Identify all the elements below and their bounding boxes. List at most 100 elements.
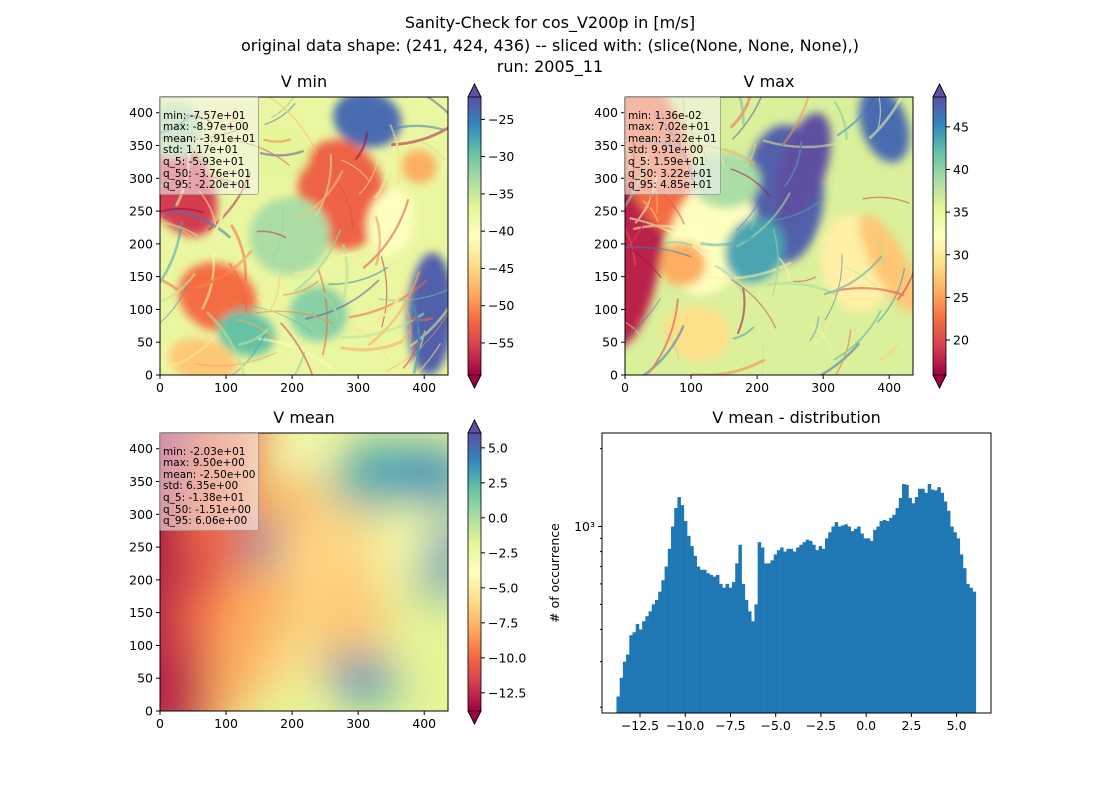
- heatmap-streak: [280, 322, 314, 375]
- heatmap-streak: [389, 124, 401, 186]
- histogram-bar: [706, 573, 710, 713]
- colorbar-tick-label: −10.0: [488, 650, 526, 665]
- histogram-bar: [972, 591, 977, 713]
- y-tick-label: 150: [594, 269, 618, 284]
- colorbar-extend-bottom: [467, 710, 482, 725]
- histogram-bar: [735, 563, 739, 713]
- heatmap-streak: [736, 287, 746, 335]
- heatmap-streak: [783, 140, 802, 188]
- x-tick-label: −12.5: [621, 718, 659, 733]
- histogram-bar: [629, 635, 633, 713]
- colorbar-tick-label: −2.5: [488, 545, 518, 560]
- vmax-stats-box: min: 1.36e-02 max: 7.02e+01 mean: 3.22e+…: [624, 96, 721, 195]
- colorbar: −55 −50 −45 −40 −35 −30 −25: [467, 83, 514, 389]
- histogram-bar: [914, 497, 919, 713]
- stat-q95: q_95: 4.85e+01: [628, 179, 713, 192]
- heatmap-streak: [403, 301, 412, 345]
- heatmap-streak: [625, 246, 692, 258]
- heatmap-streak: [419, 140, 445, 160]
- x-tick-label: 200: [280, 380, 304, 395]
- y-tick-label: 50: [137, 671, 153, 686]
- heatmap-streak: [263, 138, 292, 143]
- stat-mean: mean: 3.22e+01: [628, 132, 717, 145]
- histogram-bar: [873, 529, 877, 713]
- x-tick-label: 400: [412, 380, 436, 395]
- histogram-bar: [905, 484, 909, 713]
- colorbar-extend-top: [467, 83, 482, 98]
- heatmap-streak: [231, 334, 265, 375]
- heatmap-streak: [663, 241, 693, 247]
- heatmap-streak: [160, 218, 197, 242]
- heatmap-streak: [823, 255, 883, 296]
- stat-q5: q_5: -1.38e+01: [163, 491, 245, 504]
- histogram-bar: [642, 621, 646, 713]
- stat-min: min: -7.57e+01: [163, 109, 246, 122]
- histogram-bar: [757, 542, 762, 713]
- colorbar-tick-label: 45: [953, 119, 969, 134]
- histogram-bar: [796, 547, 800, 713]
- x-tick-label: −7.5: [715, 718, 745, 733]
- heatmap-streak: [730, 279, 777, 329]
- stat-q95: q_95: 6.06e+00: [163, 515, 248, 528]
- histogram-bar: [677, 497, 681, 713]
- y-tick-label: 400: [594, 105, 618, 120]
- histogram-bar: [748, 611, 752, 713]
- heatmap-streak: [897, 270, 913, 301]
- colorbar-tick-label: −12.5: [488, 685, 526, 700]
- colorbar-outline: [467, 419, 482, 725]
- colorbar-tick-label: 0.0: [488, 510, 508, 525]
- histogram-bar: [946, 510, 951, 713]
- histogram-bar: [712, 576, 717, 713]
- histogram-bar: [632, 632, 637, 713]
- histogram-bar: [786, 548, 791, 713]
- histogram-bar: [950, 526, 954, 713]
- stat-q95: q_95: -2.20e+01: [163, 179, 251, 192]
- heatmap-streak: [236, 318, 277, 341]
- histogram-bar: [651, 604, 656, 713]
- histogram-bar: [892, 514, 896, 713]
- heatmap-streak: [771, 228, 779, 296]
- heatmap-streak: [211, 201, 226, 236]
- heatmap-streak: [781, 97, 810, 146]
- histogram-bar: [879, 521, 884, 713]
- y-tick-label: 10³: [574, 519, 595, 534]
- x-tick-label: 100: [679, 380, 703, 395]
- histogram-bar: [722, 587, 726, 713]
- y-tick-label: 250: [129, 540, 153, 555]
- histogram-ylabel: # of occurrence: [547, 523, 562, 623]
- colorbar: 20 25 30 35 40 45: [932, 83, 969, 389]
- heatmap-streak: [736, 192, 791, 248]
- histogram-bar: [828, 532, 832, 713]
- histogram-bar: [860, 533, 864, 713]
- y-tick-label: 350: [594, 138, 618, 153]
- histogram-bar: [943, 501, 948, 713]
- heatmap-streak: [691, 358, 765, 375]
- colorbar-outline: [932, 83, 947, 389]
- heatmap-streak: [315, 153, 333, 217]
- heatmap-streak: [230, 224, 248, 282]
- histogram-bar: [683, 521, 688, 713]
- histogram-bar: [619, 677, 624, 713]
- histogram-bar: [895, 507, 900, 713]
- x-tick-label: 100: [214, 716, 238, 731]
- histogram-bar: [885, 521, 890, 713]
- axes-frame: [159, 432, 449, 712]
- stat-q5: q_5: 1.59e+01: [628, 155, 706, 168]
- heatmap-streak: [294, 229, 341, 292]
- heatmap-streak: [378, 288, 448, 302]
- histogram-bar: [918, 488, 922, 713]
- histogram-bar: [626, 654, 630, 713]
- histogram-bar: [696, 566, 701, 713]
- stat-std: std: 6.35e+00: [163, 480, 239, 493]
- heatmap-streak: [362, 199, 410, 269]
- stat-q5: q_5: -5.93e+01: [163, 155, 245, 168]
- heatmap-streak: [700, 236, 752, 247]
- histogram-bar: [812, 544, 816, 713]
- colorbar-tick-label: 35: [953, 205, 969, 220]
- histogram-bar: [802, 542, 807, 713]
- y-tick-label: 300: [594, 171, 618, 186]
- histogram-bars: [616, 484, 977, 713]
- histogram-bar: [731, 582, 736, 713]
- heatmap-streak: [809, 323, 833, 351]
- heatmap-streak: [809, 316, 820, 342]
